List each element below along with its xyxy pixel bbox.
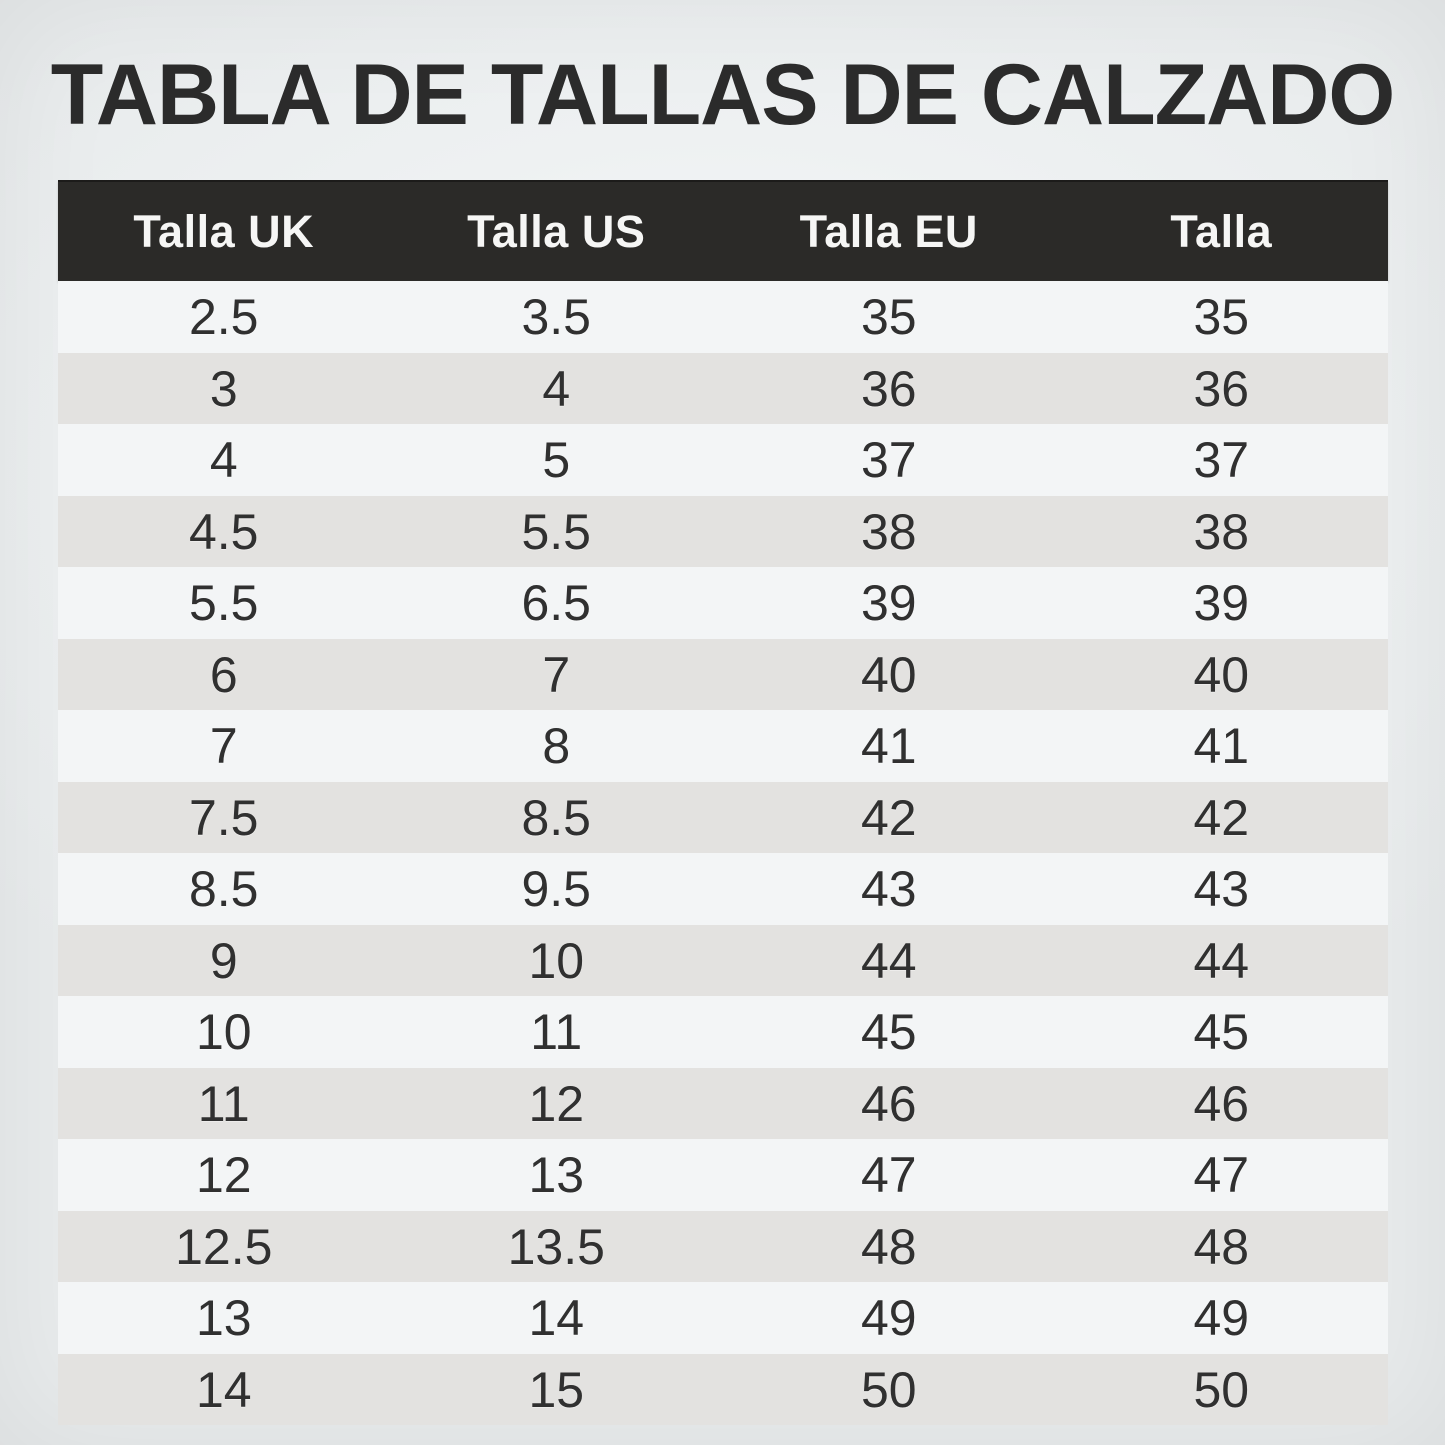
size-cell: 14: [195, 1361, 252, 1418]
table-row: 4.5 5.5 38 38: [57, 495, 1388, 568]
size-cell: 5.5: [521, 503, 591, 560]
size-cell: 13.5: [507, 1218, 605, 1275]
size-cell: 47: [860, 1147, 917, 1204]
table-row: 3 4 36 36: [57, 352, 1388, 425]
page-title: TABLA DE TALLAS DE CALZADO: [50, 47, 1396, 143]
column-header-talla-eu: Talla EU: [799, 205, 978, 257]
table-row: 9 10 44 44: [57, 924, 1388, 997]
size-cell: 36: [860, 360, 917, 417]
size-cell: 2.5: [188, 289, 259, 346]
size-cell: 4.5: [188, 503, 259, 560]
size-cell: 5: [542, 432, 571, 489]
table-row: 12.5 13.5 48 48: [57, 1210, 1388, 1283]
size-cell: 7.5: [188, 789, 259, 846]
table-body: 2.5 3.5 35 35 3 4 36 36 4 5 37 37 4.5 5.5 38 38 5.5 6.5 39…: [57, 281, 1388, 1426]
size-cell: 41: [1193, 718, 1250, 775]
table-row: 5.5 6.5 39 39: [57, 567, 1388, 639]
size-cell: 12: [195, 1147, 252, 1204]
size-cell: 37: [1193, 432, 1250, 489]
size-cell: 5.5: [188, 575, 259, 632]
size-cell: 36: [1193, 360, 1250, 417]
size-cell: 40: [1193, 646, 1250, 703]
size-cell: 11: [530, 1004, 583, 1061]
size-cell: 13: [195, 1290, 252, 1347]
size-cell: 6.5: [521, 575, 591, 632]
size-cell: 3.5: [521, 289, 591, 346]
size-cell: 15: [528, 1361, 585, 1418]
table-row: 7.5 8.5 42 42: [57, 781, 1388, 854]
size-cell: 41: [860, 718, 917, 775]
table-row: 10 11 45 45: [57, 996, 1388, 1068]
size-cell: 50: [860, 1361, 917, 1418]
size-cell: 48: [1193, 1218, 1250, 1275]
size-cell: 4: [209, 432, 238, 489]
size-cell: 13: [528, 1147, 585, 1204]
size-cell: 9.5: [521, 861, 591, 918]
size-cell: 44: [1193, 932, 1250, 989]
size-cell: 3: [209, 360, 238, 417]
size-cell: 35: [860, 289, 917, 346]
table-row: 6 7 40 40: [57, 638, 1388, 711]
size-cell: 49: [860, 1290, 917, 1347]
size-cell: 8.5: [188, 861, 259, 918]
size-cell: 46: [860, 1075, 917, 1132]
table-row: 14 15 50 50: [57, 1353, 1388, 1426]
size-cell: 49: [1193, 1290, 1250, 1347]
size-cell: 7: [542, 646, 571, 703]
table-row: 4 5 37 37: [57, 424, 1388, 496]
size-cell: 43: [860, 861, 917, 918]
size-cell: 42: [1193, 789, 1250, 846]
table-row: 11 12 46 46: [57, 1067, 1388, 1140]
column-header-talla: Talla: [1170, 205, 1273, 257]
size-cell: 43: [1193, 861, 1250, 918]
table-row: 12 13 47 47: [57, 1139, 1388, 1211]
column-header-talla-us: Talla US: [467, 205, 646, 257]
column-header-talla-uk: Talla UK: [133, 205, 315, 257]
size-cell: 6: [209, 646, 238, 703]
size-cell: 46: [1193, 1075, 1250, 1132]
size-cell: 48: [860, 1218, 917, 1275]
size-cell: 45: [1193, 1004, 1250, 1061]
table-header-row: Talla UK Talla US Talla EU Talla: [57, 180, 1388, 282]
size-cell: 12: [528, 1075, 585, 1132]
table-row: 7 8 41 41: [57, 710, 1388, 782]
size-cell: 8.5: [521, 789, 591, 846]
size-cell: 10: [528, 932, 585, 989]
size-cell: 35: [1193, 289, 1250, 346]
size-cell: 39: [1193, 575, 1250, 632]
table-row: 8.5 9.5 43 43: [57, 853, 1388, 925]
size-cell: 12.5: [175, 1218, 273, 1275]
size-cell: 38: [860, 503, 917, 560]
size-cell: 37: [860, 432, 917, 489]
size-cell: 44: [860, 932, 917, 989]
size-cell: 4: [542, 360, 571, 417]
size-cell: 14: [528, 1290, 585, 1347]
size-cell: 45: [860, 1004, 917, 1061]
size-cell: 40: [860, 646, 917, 703]
size-cell: 9: [209, 932, 238, 989]
table-row: 2.5 3.5 35 35: [57, 281, 1388, 353]
size-cell: 50: [1193, 1361, 1250, 1418]
size-table: Talla UK Talla US Talla EU Talla 2.5 3.5 3…: [57, 180, 1388, 1426]
size-cell: 38: [1193, 503, 1250, 560]
size-cell: 42: [860, 789, 917, 846]
table-row: 13 14 49 49: [57, 1282, 1388, 1354]
size-cell: 10: [195, 1004, 252, 1061]
size-cell: 39: [860, 575, 917, 632]
size-cell: 47: [1193, 1147, 1250, 1204]
size-cell: 11: [197, 1075, 250, 1132]
size-cell: 8: [542, 718, 571, 775]
size-cell: 7: [209, 718, 238, 775]
